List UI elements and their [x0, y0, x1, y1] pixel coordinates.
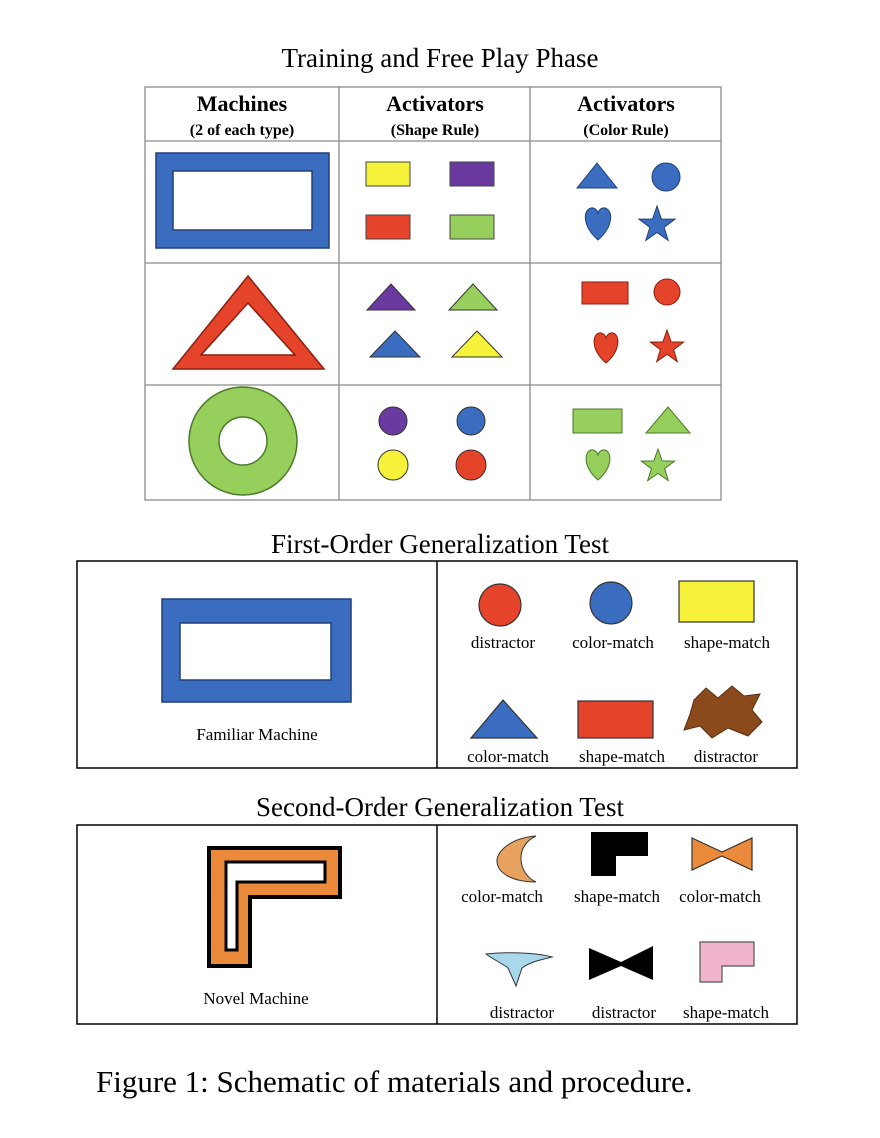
red-circle-icon — [455, 449, 487, 481]
col-color-activators-title: Activators — [577, 91, 675, 116]
purple-triangle-icon — [365, 283, 417, 311]
option-label: distractor — [490, 1003, 555, 1022]
black-l-shape-icon — [591, 832, 648, 876]
option-label: shape-match — [683, 1003, 769, 1022]
option-label: distractor — [471, 633, 536, 652]
yellow-triangle-icon — [450, 330, 504, 358]
novel-machine-label: Novel Machine — [203, 989, 308, 1008]
second-order-title: Second-Order Generalization Test — [256, 792, 624, 822]
green-rectangle-icon — [572, 408, 623, 434]
blue-circle-icon — [651, 162, 681, 192]
col-machines-title: Machines — [197, 91, 288, 116]
blue-star-icon — [637, 204, 677, 242]
green-star-icon — [639, 447, 677, 482]
blue-triangle-icon — [469, 699, 539, 739]
pink-l-shape-icon — [699, 941, 755, 983]
option-label: color-match — [679, 887, 761, 906]
training-title: Training and Free Play Phase — [281, 43, 599, 73]
red-rectangle-icon — [577, 700, 654, 739]
black-bowtie-icon — [589, 946, 653, 980]
red-circle-icon — [478, 583, 522, 627]
option-label: distractor — [694, 747, 759, 766]
yellow-rectangle-icon — [678, 580, 755, 623]
purple-rectangle-icon — [449, 161, 495, 187]
orange-crescent-icon — [496, 835, 537, 883]
option-label: color-match — [461, 887, 543, 906]
blue-triangle-icon — [368, 330, 422, 358]
blue-circle-icon — [456, 406, 486, 436]
red-rectangle-icon — [581, 281, 629, 305]
yellow-circle-icon — [377, 449, 409, 481]
yellow-rectangle-icon — [365, 161, 411, 187]
col-machines-subtitle: (2 of each type) — [190, 122, 294, 139]
ring-machine-icon — [188, 386, 298, 496]
brown-blob-icon — [683, 685, 763, 739]
red-heart-icon — [593, 332, 619, 364]
novel-machine-icon — [207, 846, 342, 968]
orange-bowtie-icon — [691, 837, 753, 871]
blue-triangle-icon — [575, 162, 619, 189]
red-rectangle-icon — [365, 214, 411, 240]
rectangle-machine-icon — [155, 152, 330, 249]
training-table — [144, 86, 722, 501]
green-triangle-icon — [644, 406, 692, 434]
first-order-panel — [76, 560, 798, 769]
blue-circle-icon — [589, 581, 633, 625]
familiar-machine-label: Familiar Machine — [196, 725, 317, 744]
second-order-panel — [76, 824, 798, 1025]
triangle-machine-icon — [171, 274, 326, 370]
red-circle-icon — [653, 278, 681, 306]
green-triangle-icon — [447, 283, 499, 311]
option-label: shape-match — [574, 887, 660, 906]
option-label: color-match — [467, 747, 549, 766]
green-rectangle-icon — [449, 214, 495, 240]
purple-circle-icon — [378, 406, 408, 436]
red-star-icon — [648, 328, 686, 363]
blue-heart-icon — [584, 207, 612, 241]
green-heart-icon — [585, 449, 611, 481]
col-shape-activators-title: Activators — [386, 91, 484, 116]
col-color-activators-subtitle: (Color Rule) — [583, 122, 668, 139]
light-blue-pin-icon — [484, 952, 554, 988]
option-label: shape-match — [579, 747, 665, 766]
figure-caption: Figure 1: Schematic of materials and pro… — [96, 1064, 693, 1099]
first-order-title: First-Order Generalization Test — [270, 529, 609, 559]
col-shape-activators-subtitle: (Shape Rule) — [391, 122, 479, 139]
option-label: color-match — [572, 633, 654, 652]
option-label: distractor — [592, 1003, 657, 1022]
familiar-machine-icon — [161, 598, 352, 703]
option-label: shape-match — [684, 633, 770, 652]
